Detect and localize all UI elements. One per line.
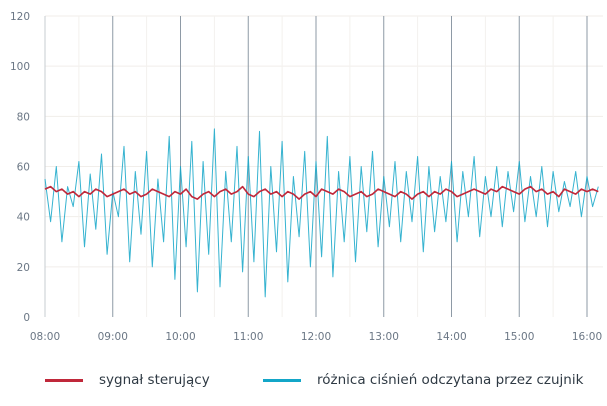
y-tick-label: 60: [17, 162, 30, 174]
x-tick-label: 14:00: [436, 331, 466, 343]
x-tick-label: 08:00: [30, 331, 60, 343]
x-tick-label: 15:00: [504, 331, 534, 343]
legend-swatch-blue: [263, 378, 301, 382]
x-tick-label: 10:00: [165, 331, 195, 343]
legend-label: różnica ciśnień odczytana przez czujnik: [317, 372, 584, 388]
y-tick-label: 0: [23, 312, 30, 324]
x-tick-label: 11:00: [233, 331, 263, 343]
y-tick-label: 20: [17, 262, 30, 274]
legend-label: sygnał sterujący: [99, 372, 210, 388]
x-tick-label: 16:00: [572, 331, 602, 343]
legend-item-pressure-difference[interactable]: różnica ciśnień odczytana przez czujnik: [263, 372, 583, 388]
x-tick-label: 09:00: [98, 331, 128, 343]
y-tick-label: 100: [10, 61, 30, 73]
legend-swatch-red: [45, 378, 83, 382]
series-line-control-signal: [44, 185, 599, 200]
y-tick-label: 120: [10, 11, 30, 23]
legend-item-control-signal[interactable]: sygnał sterujący: [45, 372, 210, 388]
x-tick-label: 13:00: [369, 331, 399, 343]
y-tick-label: 80: [17, 111, 30, 123]
series-line-pressure-difference: [44, 128, 599, 298]
y-tick-label: 40: [17, 212, 30, 224]
x-tick-label: 12:00: [301, 331, 331, 343]
